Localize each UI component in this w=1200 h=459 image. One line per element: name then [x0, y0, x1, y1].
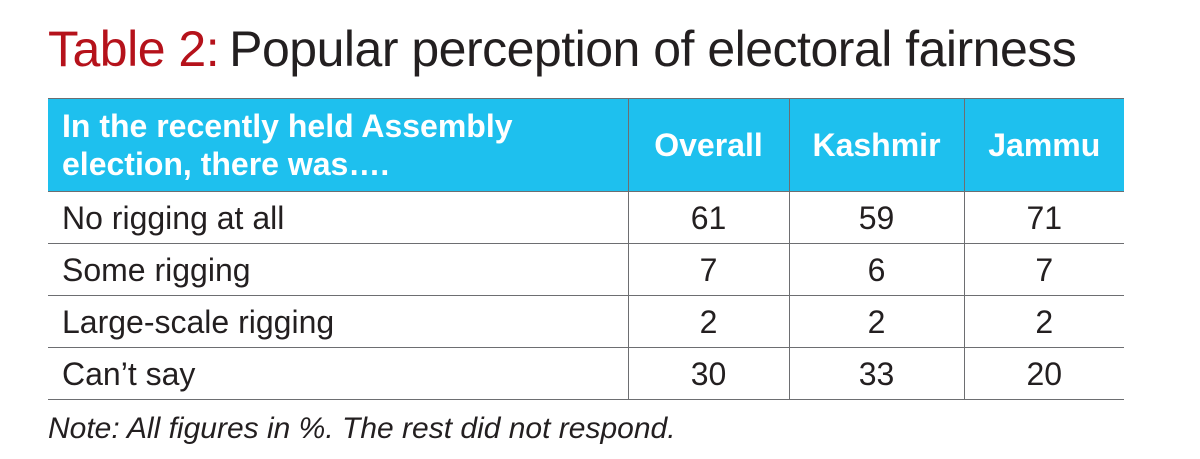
page-title: Table 2: Popular perception of electoral … — [48, 14, 1077, 84]
table-note: Note: All figures in %. The rest did not… — [48, 412, 676, 445]
row-label: Large-scale rigging — [48, 295, 629, 348]
cell-jammu: 2 — [963, 295, 1124, 348]
table-row: Can’t say 30 33 20 — [48, 347, 1124, 400]
cell-jammu: 20 — [963, 347, 1124, 400]
table-header-row: In the recently held Assembly election, … — [48, 98, 1124, 192]
column-header-jammu: Jammu — [963, 98, 1124, 192]
cell-kashmir: 59 — [788, 191, 965, 244]
cell-overall: 7 — [627, 243, 790, 296]
row-label: No rigging at all — [48, 191, 629, 244]
table-row: Some rigging 7 6 7 — [48, 243, 1124, 296]
cell-overall: 30 — [627, 347, 790, 400]
title-prefix: Table 2: — [48, 21, 220, 77]
cell-kashmir: 6 — [788, 243, 965, 296]
cell-jammu: 71 — [963, 191, 1124, 244]
row-label: Some rigging — [48, 243, 629, 296]
row-header-cell: In the recently held Assembly election, … — [48, 98, 629, 192]
cell-overall: 2 — [627, 295, 790, 348]
row-label: Can’t say — [48, 347, 629, 400]
cell-kashmir: 33 — [788, 347, 965, 400]
table-row: No rigging at all 61 59 71 — [48, 191, 1124, 244]
cell-overall: 61 — [627, 191, 790, 244]
column-header-kashmir: Kashmir — [788, 98, 965, 192]
column-header-overall: Overall — [627, 98, 790, 192]
perception-table: In the recently held Assembly election, … — [48, 98, 1124, 400]
cell-jammu: 7 — [963, 243, 1124, 296]
cell-kashmir: 2 — [788, 295, 965, 348]
title-text: Popular perception of electoral fairness — [229, 21, 1077, 77]
table-row: Large-scale rigging 2 2 2 — [48, 295, 1124, 348]
